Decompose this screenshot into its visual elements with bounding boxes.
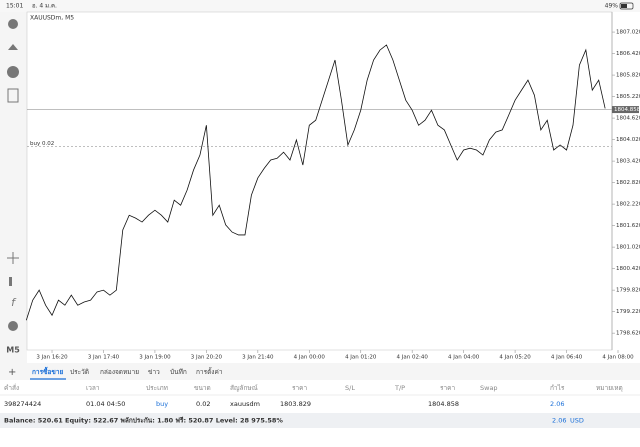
account-icon[interactable] <box>8 19 18 29</box>
chat-icon[interactable] <box>7 66 19 78</box>
column-header: Swap <box>480 384 498 392</box>
cell-symbol[interactable]: xauusdm <box>230 400 260 408</box>
x-tick-label: 3 Jan 20:20 <box>191 355 223 361</box>
x-tick-label: 3 Jan 17:40 <box>88 355 120 361</box>
x-tick-label: 4 Jan 00:00 <box>294 355 326 361</box>
cell-type[interactable]: buy <box>156 400 168 408</box>
y-tick-label: 1806.420 <box>616 51 640 57</box>
tab[interactable]: การตั้งค่า <box>196 367 223 376</box>
x-tick-label: 3 Jan 19:00 <box>139 355 171 361</box>
cell-order[interactable]: 398274424 <box>4 400 41 408</box>
column-header: หมายเหตุ <box>596 384 623 392</box>
tab[interactable]: ประวัติ <box>70 368 89 376</box>
status-bar <box>0 0 640 12</box>
chart-title: XAUUSDm, M5 <box>30 15 74 22</box>
order-label: buy 0.02 <box>30 141 54 147</box>
table: คำสั่ง เวลา ประเภท ขนาด สัญลักษณ์ ราคา S/L T/P ร… <box>0 383 640 408</box>
y-tick-label: 1805.220 <box>616 94 640 100</box>
x-tick-label: 4 Jan 08:00 <box>602 355 634 361</box>
y-tick-label: 1804.020 <box>616 137 640 143</box>
total-profit: 2.06 <box>552 417 566 425</box>
column-header: เวลา <box>86 384 100 392</box>
cell-size[interactable]: 0.02 <box>196 400 210 408</box>
x-tick-label: 4 Jan 05:20 <box>499 355 531 361</box>
add-button[interactable]: + <box>8 367 16 378</box>
cell-profit[interactable]: 2.06 <box>550 400 564 408</box>
footer-bar <box>0 413 640 428</box>
y-tick-label: 1805.820 <box>616 73 640 79</box>
cell-open-price[interactable]: 1803.829 <box>280 400 311 408</box>
chart: 1807.020 1806.420 1805.820 1805.220 1804.620… <box>25 12 640 361</box>
column-header: กำไร <box>550 384 565 392</box>
y-tick-label: 1803.420 <box>616 159 640 165</box>
objects-icon[interactable] <box>8 321 18 331</box>
column-header: ประเภท <box>146 384 168 392</box>
column-header: ราคา <box>292 384 307 392</box>
column-header: คำสั่ง <box>4 383 19 392</box>
new-order-icon[interactable] <box>7 88 19 103</box>
y-tick-label: 1804.620 <box>616 116 640 122</box>
timeframe-button[interactable]: M5 <box>6 346 20 355</box>
y-tick-label: 1801.020 <box>616 245 640 251</box>
x-tick-label: 4 Jan 04:00 <box>448 355 480 361</box>
x-tick-label: 3 Jan 16:20 <box>36 355 68 361</box>
column-header: T/P <box>394 384 405 392</box>
y-tick-label: 1799.220 <box>616 309 640 315</box>
tab[interactable]: กล่องจดหมาย <box>100 368 139 376</box>
left-toolbar <box>0 12 27 363</box>
tab[interactable]: บันทึก <box>170 368 187 376</box>
date: อ. 4 ม.ค. <box>32 3 57 10</box>
tabs: การซื้อขาย ประวัติ กล่องจดหมาย ข่าว บันทึก กา… <box>30 366 223 380</box>
x-tick-label: 4 Jan 01:20 <box>345 355 377 361</box>
column-header: ขนาด <box>194 384 211 392</box>
crosshair-icon[interactable] <box>7 252 19 264</box>
y-tick-label: 1800.420 <box>616 266 640 272</box>
battery-level <box>621 4 627 8</box>
x-tick-label: 3 Jan 21:40 <box>242 355 274 361</box>
column-header: S/L <box>345 384 355 392</box>
battery-icon <box>619 2 634 10</box>
y-tick-label: 1807.020 <box>616 30 640 36</box>
price-box <box>612 106 639 114</box>
currency: USD <box>570 417 584 425</box>
column-header: สัญลักษณ์ <box>230 384 258 392</box>
y-tick-label: 1802.220 <box>616 202 640 208</box>
x-tick-label: 4 Jan 02:40 <box>397 355 429 361</box>
column-header: ราคา <box>440 384 455 392</box>
cell-price[interactable]: 1804.858 <box>428 400 459 408</box>
x-tick-label: 4 Jan 06:40 <box>551 355 583 361</box>
price-line-series <box>25 44 606 321</box>
trade-icon[interactable] <box>8 44 18 50</box>
account-summary: Balance: 520.61 Equity: 522.67 พลักประกั… <box>4 417 283 425</box>
tab-bar <box>0 363 640 380</box>
y-tick-label: 1801.620 <box>616 223 640 229</box>
y-tick-label: 1802.820 <box>616 180 640 186</box>
y-tick-label: 1799.820 <box>616 288 640 294</box>
function-icon[interactable]: f <box>11 296 17 309</box>
battery-text: 49% <box>605 3 619 10</box>
tab[interactable]: การซื้อขาย <box>32 366 63 376</box>
cell-time[interactable]: 01.04 04:50 <box>86 400 125 408</box>
indicators-icon[interactable] <box>9 277 12 286</box>
y-tick-label: 1798.620 <box>616 331 640 337</box>
tab[interactable]: ข่าว <box>148 368 160 376</box>
clock: 15:01 <box>6 3 23 10</box>
price-label: 1804.858 <box>614 107 640 113</box>
plot-area <box>26 11 613 351</box>
